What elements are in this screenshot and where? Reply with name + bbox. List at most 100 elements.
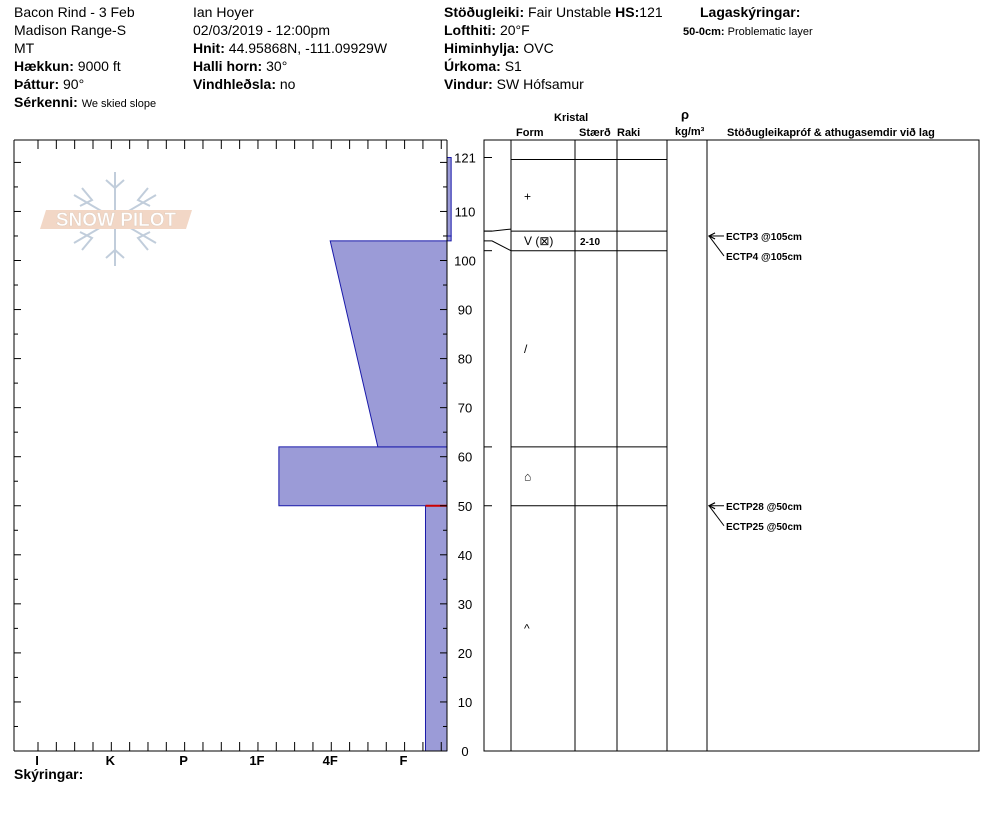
- footer-legend-label: Skýringar:: [14, 766, 84, 782]
- layer-range: 50-0cm:: [683, 26, 725, 38]
- density-symbol: ρ: [681, 107, 690, 122]
- hardness-layer: [446, 235, 452, 242]
- depth-tick-label: 20: [458, 646, 472, 661]
- precip-label: Úrkoma:: [444, 58, 501, 74]
- elevation-field: Hækkun: 9000 ft: [14, 58, 121, 74]
- crystal-header: Kristal: [554, 112, 589, 124]
- aspect-label: Þáttur:: [14, 76, 60, 92]
- layer-note: Problematic layer: [727, 26, 813, 38]
- hardness-tick-label: P: [179, 753, 188, 768]
- stability-test-label: ECTP3 @105cm: [726, 232, 802, 243]
- density-unit: kg/m³: [675, 126, 705, 138]
- depth-tick-label: 100: [454, 254, 476, 269]
- depth-tick-label: 10: [458, 695, 472, 710]
- layer-legend-label: Lagaskýringar:: [700, 4, 801, 20]
- precip-value: S1: [504, 58, 522, 74]
- wind-label: Vindur:: [444, 76, 493, 92]
- slope-value: 30°: [266, 58, 288, 74]
- sky-field: Himinhylja: OVC: [444, 40, 554, 56]
- wind-loading-label: Vindhleðsla:: [193, 76, 276, 92]
- hardness-layer: [329, 240, 448, 448]
- depth-tick-label: 0: [461, 744, 468, 759]
- hardness-tick-label: F: [400, 753, 408, 768]
- wind-field: Vindur: SW Hófsamur: [444, 76, 584, 92]
- observation-datetime: 02/03/2019 - 12:00pm: [193, 22, 330, 38]
- stability-value: Fair Unstable: [528, 4, 612, 20]
- elevation-label: Hækkun:: [14, 58, 74, 74]
- size-header: Stærð: [579, 127, 611, 139]
- depth-tick-label: 90: [458, 303, 472, 318]
- layer-connector: [484, 228, 512, 232]
- stability-tests: ECTP28 @50cm ECTP25 @50cm ECTP3 @105cm ECTP…: [707, 232, 802, 533]
- wind-value: SW Hófsamur: [496, 76, 584, 92]
- depth-tick-label: 30: [458, 597, 472, 612]
- crystal-forms: + V (⊠) 2-10 / ⌂ ^: [524, 190, 600, 636]
- sky-label: Himinhylja:: [444, 40, 520, 56]
- slope-field: Halli horn: 30°: [193, 58, 287, 74]
- features-value: We skied slope: [81, 98, 157, 110]
- depth-tick-label: 50: [458, 499, 472, 514]
- test-arrow-head: [707, 232, 716, 240]
- sky-value: OVC: [523, 40, 554, 56]
- moisture-header: Raki: [617, 127, 641, 139]
- crystal-form-symbol: ⌂: [524, 469, 531, 483]
- comments-header: Stöðugleikapróf & athugasemdir við lag: [727, 127, 935, 139]
- hardness-axes: 0 10 20 30 40 50 60 70 80 90 100 110 121 I K P 1F 4F F: [13, 139, 476, 768]
- hardness-tick-label: 1F: [249, 753, 264, 768]
- crystal-form-symbol: ^: [524, 621, 530, 635]
- depth-tick-label: 40: [458, 548, 472, 563]
- crystal-form-symbol: /: [524, 342, 528, 356]
- pit-title: Bacon Rind - 3 Feb: [14, 4, 135, 20]
- hs-label: HS:: [615, 4, 640, 20]
- stability-test-label: ECTP28 @50cm: [726, 502, 802, 513]
- hardness-layer: [278, 446, 448, 507]
- logo-text: SNOW PILOT: [56, 210, 177, 231]
- logo-banner: [40, 210, 192, 229]
- precip-field: Úrkoma: S1: [444, 58, 522, 74]
- wind-loading-value: no: [279, 76, 296, 92]
- stability-test-label: ECTP4 @105cm: [726, 252, 802, 263]
- hardness-tick-label: 4F: [323, 753, 338, 768]
- aspect-field: Þáttur: 90°: [14, 76, 84, 92]
- depth-tick-label: 70: [458, 401, 472, 416]
- observer-name: Ian Hoyer: [193, 4, 254, 20]
- depth-tick-label: 110: [455, 204, 476, 219]
- features-label: Sérkenni:: [14, 94, 78, 110]
- coords-field: Hnit: 44.95868N, -111.09929W: [193, 40, 387, 56]
- range-name: Madison Range-S: [14, 22, 127, 38]
- table-border: [483, 139, 980, 752]
- hardness-tick-label: I: [35, 753, 39, 768]
- state-name: MT: [14, 40, 35, 56]
- layer-connector: [484, 240, 512, 252]
- air-temp-value: 20°F: [499, 22, 530, 38]
- depth-tick-label: 80: [458, 352, 472, 367]
- test-arrow-head: [707, 502, 716, 510]
- air-temp-label: Lofthiti:: [444, 22, 497, 38]
- test-arrow-line: [708, 235, 725, 257]
- depth-tick-label: 121: [454, 150, 476, 165]
- hardness-tick-label: K: [106, 753, 116, 768]
- coords-value: 44.95868N, -111.09929W: [228, 40, 388, 56]
- form-header: Form: [516, 127, 544, 139]
- crystal-size-label: 2-10: [580, 237, 600, 248]
- slope-label: Halli horn:: [193, 58, 263, 74]
- hardness-layers: [278, 156, 452, 752]
- wind-loading-field: Vindhleðsla: no: [193, 76, 295, 92]
- snowpilot-logo: SNOW PILOT: [40, 172, 192, 266]
- depth-tick-label: 60: [458, 450, 472, 465]
- stability-label: Stöðugleiki:: [444, 4, 525, 20]
- elevation-value: 9000 ft: [77, 58, 121, 74]
- stability-test-label: ECTP25 @50cm: [726, 522, 802, 533]
- test-arrow-line: [708, 505, 725, 527]
- features-field: Sérkenni: We skied slope: [14, 94, 156, 112]
- crystal-form-symbol: V (⊠): [524, 234, 553, 248]
- hs-value: 121: [639, 4, 663, 20]
- layer-table: [483, 139, 980, 752]
- crystal-form-symbol: +: [524, 190, 531, 204]
- coords-label: Hnit:: [193, 40, 225, 56]
- aspect-value: 90°: [63, 76, 85, 92]
- layer-legend-entry: 50-0cm: Problematic layer: [683, 24, 813, 40]
- hardness-layer: [446, 156, 452, 237]
- stability-field: Stöðugleiki: Fair Unstable HS:121: [444, 4, 663, 20]
